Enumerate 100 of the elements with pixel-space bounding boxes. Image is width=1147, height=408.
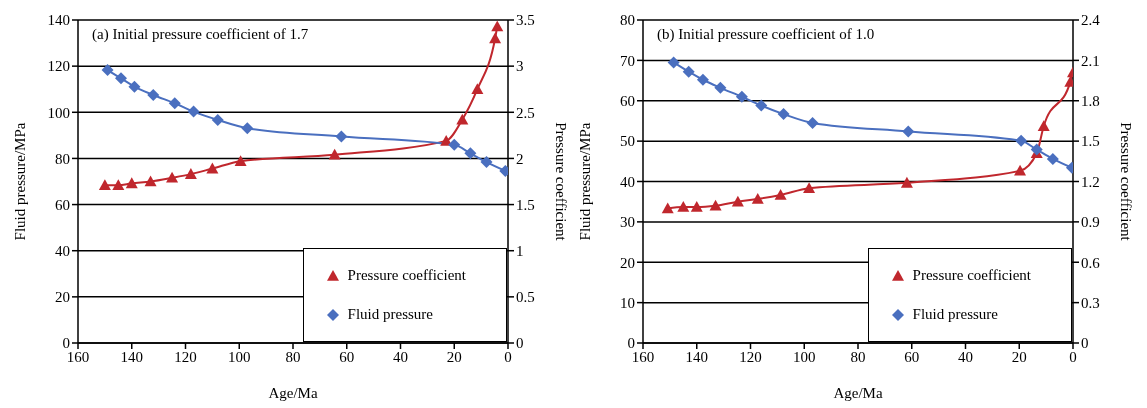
point (335, 130, 348, 143)
point (677, 201, 690, 212)
point (125, 177, 138, 189)
y2-tick-label: 2 (516, 150, 524, 167)
y-tick-label: 20 (55, 289, 70, 306)
x-axis-title: Age/Ma (268, 385, 318, 401)
point (489, 32, 502, 44)
point (731, 195, 744, 207)
point (147, 88, 160, 101)
y-tick-label: 20 (620, 254, 635, 271)
annotation: (b) Initial pressure coefficient of 1.0 (657, 26, 875, 43)
x-tick-label: 80 (850, 348, 866, 365)
x-tick-label: 120 (174, 348, 197, 365)
point (709, 199, 722, 211)
point (900, 176, 913, 188)
point (166, 171, 179, 183)
point (1030, 143, 1043, 156)
y2-tick-label: 0.3 (1081, 294, 1100, 311)
point (667, 56, 680, 69)
y2-axis-title: Pressure coefficient (552, 122, 569, 242)
point (902, 125, 915, 138)
y-tick-label: 40 (55, 243, 70, 260)
y2-axis-title: Pressure coefficient (1117, 122, 1134, 242)
x-tick-label: 80 (285, 348, 301, 365)
x-tick-label: 60 (339, 348, 355, 365)
point (682, 65, 695, 78)
point (696, 73, 709, 86)
point (234, 155, 247, 166)
y2-tick-label: 3.5 (516, 12, 535, 29)
y-tick-label: 80 (620, 12, 635, 29)
point (187, 105, 200, 118)
x-tick-label: 40 (393, 348, 408, 365)
y2-tick-label: 2.5 (516, 104, 535, 121)
point (464, 147, 477, 160)
point (101, 64, 114, 77)
point (755, 99, 768, 112)
point (211, 113, 224, 126)
annotation: (a) Initial pressure coefficient of 1.7 (92, 26, 309, 43)
y-tick-label: 40 (620, 173, 635, 190)
legend-label: Pressure coefficient (912, 267, 1031, 284)
y-axis-title: Fluid pressure/MPa (12, 122, 29, 241)
y2-tick-label: 2.1 (1081, 52, 1100, 69)
y-tick-label: 70 (620, 52, 635, 69)
point (806, 116, 819, 129)
x-tick-label: 100 (793, 348, 816, 365)
point (491, 20, 504, 32)
point (448, 138, 461, 151)
x-tick-label: 140 (685, 348, 708, 365)
y-tick-label: 100 (47, 104, 70, 121)
y-tick-label: 30 (620, 214, 635, 231)
y-tick-label: 60 (55, 196, 70, 213)
point (1037, 120, 1050, 132)
point (128, 80, 141, 93)
point (184, 168, 197, 179)
x-tick-label: 20 (446, 348, 462, 365)
y-tick-label: 140 (47, 12, 70, 29)
point (168, 97, 181, 110)
x-tick-label: 120 (739, 348, 762, 365)
y2-tick-label: 1.8 (1081, 93, 1100, 110)
x-tick-label: 0 (504, 348, 512, 365)
point (1015, 134, 1028, 147)
point (777, 108, 790, 121)
point (241, 122, 254, 135)
x-axis-title: Age/Ma (833, 385, 883, 401)
y-tick-label: 60 (620, 93, 635, 110)
y2-tick-label: 1 (516, 243, 524, 260)
y2-tick-label: 0 (1081, 335, 1089, 352)
point (328, 148, 341, 160)
x-tick-label: 60 (904, 348, 920, 365)
y2-tick-label: 0 (516, 335, 524, 352)
y-tick-label: 10 (620, 294, 635, 311)
y2-tick-label: 1.5 (1081, 133, 1100, 150)
point (471, 83, 484, 95)
point (1014, 164, 1027, 176)
y2-tick-label: 0.6 (1081, 254, 1101, 271)
point (115, 72, 127, 85)
point (774, 188, 787, 200)
y-axis-title: Fluid pressure/MPa (577, 122, 594, 241)
point (803, 182, 816, 194)
y2-tick-label: 0.5 (516, 289, 535, 306)
y2-tick-label: 0.9 (1081, 214, 1100, 231)
legend-label: Fluid pressure (912, 306, 998, 323)
x-tick-label: 40 (958, 348, 973, 365)
y-tick-label: 50 (620, 133, 635, 150)
x-tick-label: 140 (120, 348, 143, 365)
point (456, 113, 469, 125)
y2-tick-label: 1.2 (1081, 173, 1100, 190)
point (735, 90, 748, 103)
point (1046, 152, 1059, 165)
y-tick-label: 80 (55, 150, 70, 167)
point (98, 179, 111, 190)
point (112, 179, 125, 190)
point (661, 202, 674, 214)
x-tick-label: 100 (228, 348, 251, 365)
y-tick-label: 120 (47, 58, 70, 75)
x-tick-label: 0 (1069, 348, 1077, 365)
y2-tick-label: 3 (516, 58, 524, 75)
legend-label: Fluid pressure (347, 306, 433, 323)
legend-label: Pressure coefficient (347, 267, 466, 284)
point (480, 156, 493, 169)
